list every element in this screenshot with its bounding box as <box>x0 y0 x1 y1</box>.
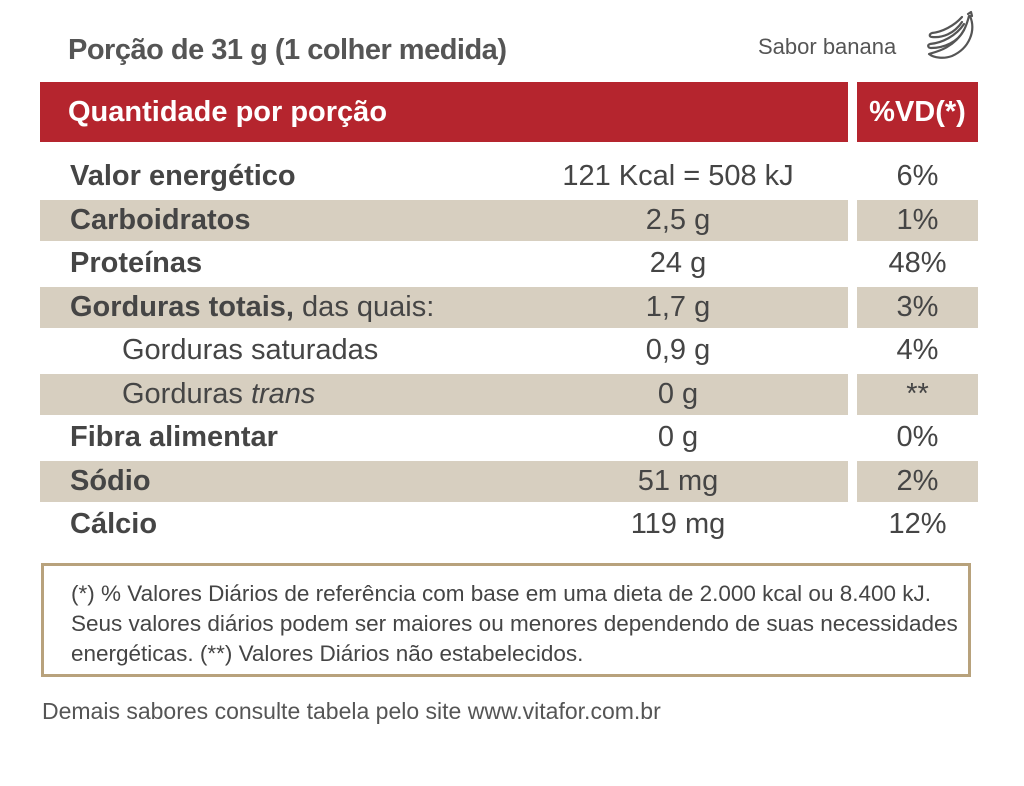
nutrient-amount: 119 mg <box>630 508 726 540</box>
table-row: Sódio 51 mg 2% <box>0 460 1024 504</box>
nutrient-name-main: Gorduras totais, <box>70 290 294 323</box>
nutrient-name: Gorduras totais, das quais: <box>70 286 434 330</box>
footnote-box: (*) % Valores Diários de referência com … <box>41 563 971 677</box>
nutrient-dv: 12% <box>888 508 947 540</box>
nutrient-amount: 51 mg <box>637 464 719 497</box>
nutrient-dv: 0% <box>896 421 939 453</box>
flavor-label: Sabor banana <box>758 34 897 59</box>
footer-text: Demais sabores consulte tabela pelo site… <box>42 698 661 724</box>
nutrient-dv: ** <box>906 377 929 410</box>
nutrient-name: Gorduras trans <box>122 373 315 417</box>
table-row: Gorduras saturadas 0,9 g 4% <box>0 329 1024 373</box>
nutrient-name: Sódio <box>70 464 151 497</box>
nutrient-dv: 3% <box>896 290 939 323</box>
portion-size: Porção de 31 g (1 colher medida) <box>68 34 507 66</box>
nutrient-dv: 1% <box>896 203 939 236</box>
header-dv-label: %VD(*) <box>869 95 966 128</box>
header-quantity: Quantidade por porção <box>40 82 848 142</box>
nutrient-name: Fibra alimentar <box>70 421 278 453</box>
nutrient-name: Cálcio <box>70 508 158 540</box>
nutrient-name: Gorduras saturadas <box>122 334 379 366</box>
nutrient-amount: 0 g <box>657 421 699 453</box>
nutrient-amount: 0,9 g <box>645 334 711 366</box>
nutrient-name-suffix: das quais: <box>294 290 435 323</box>
nutrition-table: Valor energético 121 Kcal = 508 kJ 6% Ca… <box>0 155 1024 547</box>
nutrient-name: Valor energético <box>70 160 296 192</box>
nutrient-dv: 4% <box>896 334 939 366</box>
table-row: Gorduras totais, das quais: 1,7 g 3% <box>0 286 1024 330</box>
table-row: Proteínas 24 g 48% <box>0 242 1024 286</box>
nutrient-name-main: Gorduras <box>122 377 251 410</box>
nutrient-amount: 1,7 g <box>645 290 711 323</box>
nutrient-dv: 48% <box>888 247 947 279</box>
nutrient-dv: 2% <box>896 464 939 497</box>
table-row: Cálcio 119 mg 12% <box>0 503 1024 547</box>
nutrient-dv: 6% <box>896 160 939 192</box>
table-row: Gorduras trans 0 g ** <box>0 373 1024 417</box>
table-row: Carboidratos 2,5 g 1% <box>0 199 1024 243</box>
table-row: Valor energético 121 Kcal = 508 kJ 6% <box>0 155 1024 199</box>
banana-icon <box>927 10 974 59</box>
nutrient-amount: 0 g <box>657 377 699 410</box>
header-dv: %VD(*) <box>857 82 978 142</box>
nutrient-name: Carboidratos <box>70 203 251 236</box>
nutrient-amount: 121 Kcal = 508 kJ <box>562 160 794 192</box>
header-quantity-label: Quantidade por porção <box>68 95 388 128</box>
table-row: Fibra alimentar 0 g 0% <box>0 416 1024 460</box>
nutrient-name: Proteínas <box>70 247 203 279</box>
nutrient-amount: 2,5 g <box>645 203 711 236</box>
footnote-text: (*) % Valores Diários de referência com … <box>71 581 958 666</box>
nutrient-name-italic: trans <box>250 377 316 410</box>
nutrient-amount: 24 g <box>649 247 707 279</box>
